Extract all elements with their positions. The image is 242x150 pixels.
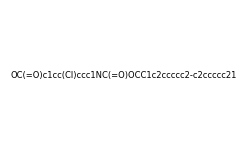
Text: OC(=O)c1cc(Cl)ccc1NC(=O)OCC1c2ccccc2-c2ccccc21: OC(=O)c1cc(Cl)ccc1NC(=O)OCC1c2ccccc2-c2c… (11, 71, 237, 80)
